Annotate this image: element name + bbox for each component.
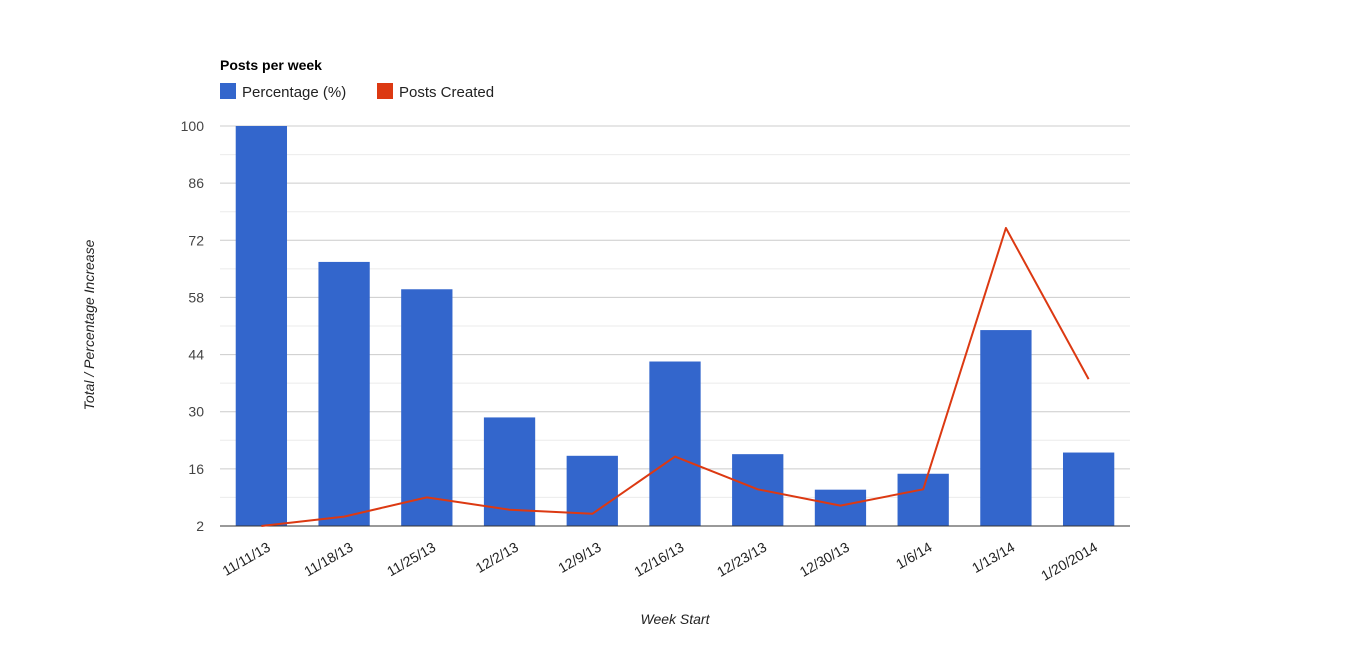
x-tick-label: 11/18/13 [301, 539, 355, 580]
bar-series [235, 126, 1115, 526]
y-tick-label: 72 [188, 232, 204, 248]
y-tick-label: 100 [181, 118, 205, 134]
y-axis-title: Total / Percentage Increase [81, 239, 97, 410]
y-axis-ticks: 100 86 72 58 44 30 16 2 [181, 118, 205, 534]
line-series [261, 227, 1090, 527]
x-axis-ticks: 11/11/13 11/18/13 11/25/13 12/2/13 12/9/13 12… [219, 539, 1100, 584]
bar [318, 261, 370, 526]
bar [897, 473, 949, 526]
bar [401, 289, 453, 526]
posts-created-line [261, 227, 1090, 527]
x-tick-label: 1/20/2014 [1038, 539, 1100, 584]
legend-swatch-percentage [220, 83, 236, 99]
x-tick-label: 11/11/13 [219, 539, 273, 579]
y-tick-label: 30 [188, 404, 204, 420]
x-tick-label: 12/9/13 [555, 539, 604, 576]
y-tick-label: 44 [188, 347, 204, 363]
bar [980, 330, 1032, 526]
legend-label-percentage: Percentage (%) [242, 84, 346, 101]
x-tick-label: 1/13/14 [969, 539, 1018, 576]
x-tick-label: 12/16/13 [631, 539, 686, 580]
legend-label-posts-created: Posts Created [399, 84, 494, 101]
y-tick-label: 58 [188, 289, 204, 305]
x-tick-label: 12/23/13 [714, 539, 769, 580]
y-tick-label: 86 [188, 175, 204, 191]
x-tick-label: 12/30/13 [797, 539, 852, 580]
chart-title: Posts per week [220, 57, 322, 73]
y-tick-label: 2 [196, 518, 204, 534]
legend: Percentage (%) Posts Created [220, 83, 494, 101]
bar [566, 455, 618, 526]
bar [649, 361, 701, 526]
x-axis-title: Week Start [641, 611, 711, 627]
bar [235, 126, 288, 526]
bar [1062, 452, 1115, 526]
legend-swatch-posts-created [377, 83, 393, 99]
x-tick-label: 11/25/13 [384, 539, 438, 580]
legend-item-percentage[interactable]: Percentage (%) [220, 83, 346, 101]
bar [814, 489, 867, 526]
x-tick-label: 1/6/14 [893, 539, 935, 572]
y-tick-label: 16 [188, 461, 204, 477]
legend-item-posts-created[interactable]: Posts Created [377, 83, 494, 101]
x-tick-label: 12/2/13 [473, 539, 522, 576]
